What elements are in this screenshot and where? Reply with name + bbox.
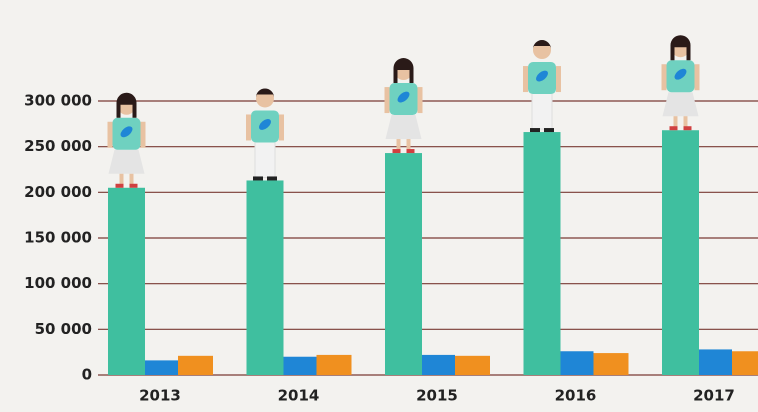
bar (455, 356, 490, 375)
bar (699, 349, 732, 375)
bar (284, 357, 317, 375)
arm (108, 122, 113, 148)
shoe (670, 126, 678, 130)
y-tick-label: 0 (82, 366, 92, 384)
y-tick-label: 150 000 (24, 229, 92, 247)
bar (662, 130, 699, 375)
bar (247, 180, 284, 375)
leg (674, 116, 678, 127)
bar (317, 355, 352, 375)
skirt (386, 115, 422, 139)
leg (120, 174, 124, 185)
arm (695, 64, 700, 90)
person-figure (662, 35, 700, 130)
skirt (663, 92, 699, 116)
arm (141, 122, 146, 148)
shoe (116, 184, 124, 188)
x-tick-label: 2014 (278, 387, 320, 405)
arm (418, 87, 423, 113)
bar (594, 353, 629, 375)
bar (145, 360, 178, 375)
leg (397, 139, 401, 150)
bar (561, 351, 594, 375)
shoe (530, 128, 540, 132)
x-tick-label: 2016 (555, 387, 597, 405)
arm (523, 66, 528, 92)
arm (246, 114, 251, 140)
bar (524, 132, 561, 375)
arm (279, 114, 284, 140)
shoe (393, 149, 401, 153)
person-figure (108, 93, 146, 188)
trousers (532, 92, 552, 129)
y-tick-label: 100 000 (24, 274, 92, 292)
x-tick-label: 2013 (139, 387, 181, 405)
shoe (267, 176, 277, 180)
person-figure (246, 88, 284, 180)
x-tick-label: 2015 (416, 387, 458, 405)
x-tick-label: 2017 (693, 387, 735, 405)
bar (732, 351, 758, 375)
leg (407, 139, 411, 150)
y-tick-label: 300 000 (24, 92, 92, 110)
bar (385, 153, 422, 375)
bar (108, 188, 145, 375)
y-tick-label: 50 000 (35, 320, 92, 338)
y-tick-label: 250 000 (24, 137, 92, 155)
trousers (255, 140, 275, 177)
bar (178, 356, 213, 375)
leg (130, 174, 134, 185)
y-tick-label: 200 000 (24, 183, 92, 201)
shoe (684, 126, 692, 130)
person-figure (385, 58, 423, 153)
person-figure (523, 40, 561, 132)
shoe (544, 128, 554, 132)
shoe (407, 149, 415, 153)
shoe (253, 176, 263, 180)
shoe (130, 184, 138, 188)
chart: 0 50 000 100 000 150 000 200 000 250 000 300 0… (0, 0, 758, 412)
leg (684, 116, 688, 127)
bar (422, 355, 455, 375)
skirt (109, 150, 145, 174)
arm (556, 66, 561, 92)
arm (385, 87, 390, 113)
arm (662, 64, 667, 90)
